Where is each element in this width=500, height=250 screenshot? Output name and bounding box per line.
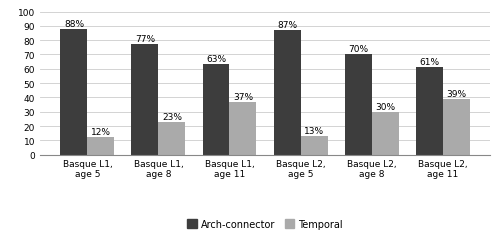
Bar bbox=[274, 31, 300, 155]
Legend: Arch-connector, Temporal: Arch-connector, Temporal bbox=[183, 215, 347, 233]
Text: 88%: 88% bbox=[64, 20, 84, 28]
Text: 30%: 30% bbox=[375, 102, 395, 111]
Text: 63%: 63% bbox=[206, 55, 226, 64]
Bar bbox=[158, 122, 186, 155]
Bar bbox=[88, 138, 115, 155]
Bar bbox=[416, 68, 442, 155]
Bar bbox=[60, 30, 88, 155]
Text: 39%: 39% bbox=[446, 89, 466, 98]
Bar bbox=[202, 65, 230, 155]
Bar bbox=[372, 112, 398, 155]
Bar bbox=[442, 100, 469, 155]
Bar bbox=[300, 136, 328, 155]
Bar bbox=[230, 102, 256, 155]
Text: 23%: 23% bbox=[162, 112, 182, 121]
Text: 37%: 37% bbox=[233, 92, 253, 101]
Bar bbox=[132, 45, 158, 155]
Text: 77%: 77% bbox=[135, 35, 155, 44]
Text: 12%: 12% bbox=[91, 128, 111, 137]
Text: 70%: 70% bbox=[348, 45, 368, 54]
Bar bbox=[344, 55, 372, 155]
Text: 13%: 13% bbox=[304, 126, 324, 135]
Text: 61%: 61% bbox=[419, 58, 439, 67]
Text: 87%: 87% bbox=[277, 21, 297, 30]
